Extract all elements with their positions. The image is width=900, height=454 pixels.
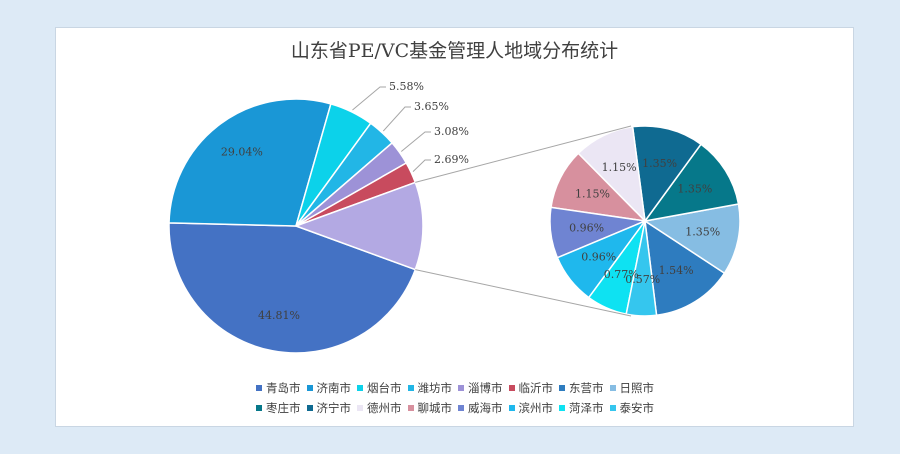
legend-label: 济南市 (316, 381, 352, 395)
legend-swatch (256, 405, 262, 411)
legend-label: 泰安市 (619, 401, 655, 415)
legend-item: 济南市 (306, 378, 352, 398)
main-data-label-5: 3.08% (434, 125, 469, 138)
sub-slice-1 (644, 219, 726, 317)
legend-item: 德州市 (357, 398, 402, 418)
sub-data-label-4: 1.35% (642, 157, 677, 170)
sub-data-label-6: 1.15% (575, 187, 610, 200)
sub-slice-10 (625, 220, 658, 317)
legend-label: 淄博市 (468, 381, 503, 395)
legend-item: 烟台市 (357, 378, 402, 398)
main-leader-3 (352, 86, 386, 111)
legend-item: 威海市 (458, 398, 503, 418)
legend-label: 日照市 (619, 381, 655, 395)
sub-data-label-3: 1.35% (677, 183, 712, 196)
sub-slice-2 (643, 203, 741, 275)
legend-label: 德州市 (367, 401, 402, 415)
legend-item: 东营市 (559, 378, 604, 398)
legend-label: 枣庄市 (266, 401, 301, 415)
connector-line-top (415, 125, 632, 183)
legend-item: 泰安市 (609, 398, 655, 418)
legend-swatch (508, 405, 515, 411)
legend-swatch (357, 405, 363, 411)
legend-label: 烟台市 (367, 381, 402, 395)
sub-data-label-2: 1.35% (685, 226, 720, 239)
main-leader-4 (382, 106, 411, 132)
legend-swatch (508, 385, 515, 391)
pie-of-pie-chart: 44.81% 29.04% 5.58% 3.65% 3.08% 2.69% 1.54% 1.3… (168, 80, 741, 354)
main-slice-1 (168, 222, 417, 354)
chart-legend: 青岛市 济南市 烟台市 潍坊市 淄博市 临沂市 东营市 日照市枣庄市 济宁市 德州市 聊城市 威海市 滨… (256, 378, 696, 418)
legend-item: 日照市 (609, 378, 655, 398)
sub-data-label-8: 0.96% (581, 250, 616, 263)
legend-swatch (458, 405, 464, 411)
legend-item: 枣庄市 (256, 398, 301, 418)
sub-data-label-7: 0.96% (569, 221, 604, 234)
main-leader-6 (412, 159, 431, 173)
main-leader-5 (400, 131, 431, 152)
sub-data-label-1: 1.54% (659, 264, 694, 277)
legend-label: 青岛市 (266, 381, 301, 395)
main-slice-7 (293, 181, 424, 271)
sub-data-label-9: 0.77% (604, 268, 639, 281)
legend-label: 聊城市 (417, 401, 453, 415)
main-data-label-6: 2.69% (434, 153, 469, 166)
connector-line-bottom (415, 269, 632, 317)
main-data-label-3: 5.58% (389, 80, 424, 93)
sub-slice-4 (631, 125, 703, 223)
legend-item: 临沂市 (508, 378, 554, 398)
legend-item: 菏泽市 (559, 398, 604, 418)
legend-swatch (458, 385, 464, 391)
legend-item: 青岛市 (256, 378, 301, 398)
legend-swatch (559, 405, 565, 411)
legend-item: 潍坊市 (407, 378, 453, 398)
legend-item: 济宁市 (306, 398, 352, 418)
legend-label: 威海市 (468, 401, 503, 415)
legend-label: 滨州市 (518, 401, 554, 415)
legend-item: 淄博市 (458, 378, 503, 398)
legend-swatch (407, 385, 414, 391)
legend-swatch (609, 405, 616, 411)
legend-label: 菏泽市 (569, 401, 604, 415)
legend-swatch (559, 385, 565, 391)
legend-swatch (609, 385, 616, 391)
legend-swatch (256, 385, 262, 391)
main-data-label-1: 44.81% (258, 309, 300, 322)
sub-data-label-5: 1.15% (602, 161, 637, 174)
legend-swatch (357, 385, 363, 391)
legend-label: 临沂市 (518, 381, 554, 395)
legend-item: 滨州市 (508, 398, 554, 418)
legend-swatch (407, 405, 414, 411)
chart-card: 山东省PE/VC基金管理人地域分布统计 44.81% 29.04% 5.58% 3.6… (55, 27, 854, 427)
legend-label: 东营市 (569, 381, 604, 395)
legend-item: 聊城市 (407, 398, 453, 418)
chart-title: 山东省PE/VC基金管理人地域分布统计 (290, 40, 619, 62)
legend-swatch (306, 385, 313, 391)
sub-data-label-10: 0.57% (625, 273, 660, 286)
legend-swatch (306, 405, 313, 411)
legend-label: 潍坊市 (417, 381, 453, 395)
main-data-label-4: 3.65% (414, 100, 449, 113)
sub-slice-3 (643, 143, 740, 223)
legend-label: 济宁市 (316, 401, 352, 415)
main-slice-2 (168, 98, 332, 227)
main-data-label-2: 29.04% (221, 145, 263, 158)
